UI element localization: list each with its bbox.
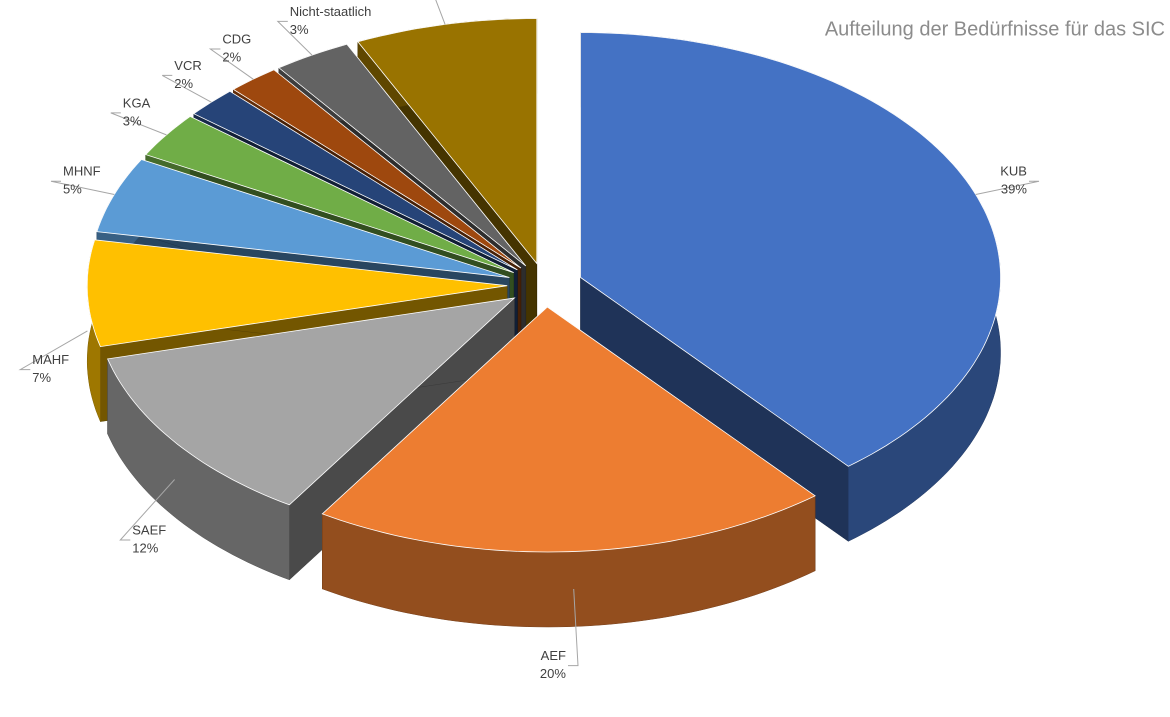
- data-label-value: 2%: [222, 49, 241, 64]
- data-label-value: 12%: [132, 540, 158, 555]
- data-label-name: SAEF: [132, 522, 166, 537]
- slice: [580, 32, 1001, 467]
- slice: [86, 239, 508, 348]
- leader-line: [276, 20, 313, 56]
- slice: [321, 306, 816, 553]
- data-label-name: AEF: [541, 648, 566, 663]
- data-label-value: 3%: [123, 113, 142, 128]
- data-label-value: 3%: [290, 22, 309, 37]
- data-label-name: VCR: [174, 58, 201, 73]
- leader-line: [119, 479, 175, 541]
- data-label-value: 39%: [1001, 182, 1027, 197]
- data-label-name: CDG: [222, 31, 251, 46]
- leader-line: [50, 180, 115, 195]
- leader-line: [162, 74, 212, 103]
- data-label-name: KUB: [1000, 164, 1027, 179]
- data-label-value: 20%: [540, 666, 566, 681]
- data-label-value: 5%: [63, 182, 82, 197]
- leader-line: [18, 330, 88, 371]
- data-label-name: Nicht-staatlich: [290, 4, 372, 19]
- data-label-value: 7%: [442, 0, 461, 2]
- data-label-name: MAHF: [32, 352, 69, 367]
- leader-line: [568, 588, 579, 667]
- slice: [96, 159, 510, 278]
- slice: [107, 297, 516, 506]
- leader-line: [208, 48, 254, 80]
- data-label-name: KGA: [123, 95, 151, 110]
- data-label-value: 7%: [32, 370, 51, 385]
- leader-line: [975, 180, 1040, 195]
- data-label-value: 2%: [174, 76, 193, 91]
- chart-title: Aufteilung der Bedürfnisse für das SIC: [825, 18, 1165, 40]
- data-label-name: MHNF: [63, 164, 101, 179]
- leader-line: [435, 0, 446, 25]
- leader-line: [110, 112, 167, 136]
